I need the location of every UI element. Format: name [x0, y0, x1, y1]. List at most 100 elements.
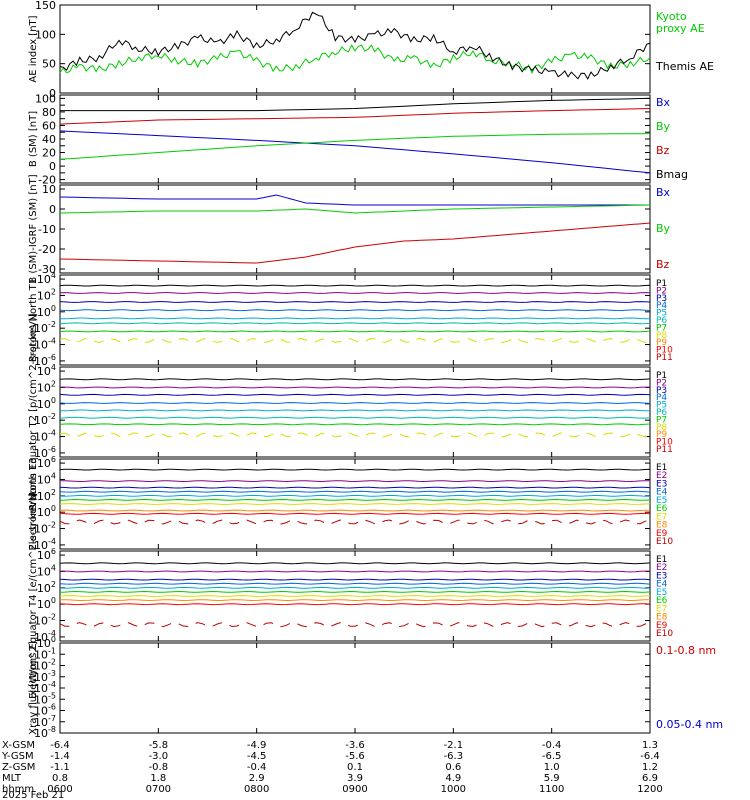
series-line-e1	[59, 562, 651, 565]
x-axis-value: -3.6	[345, 740, 365, 751]
legend-entry: By	[656, 120, 671, 133]
y-tick-label: 100	[37, 596, 56, 611]
series-line-p6	[59, 416, 651, 419]
x-axis-value: 2.9	[249, 773, 265, 784]
series-line-e10	[59, 622, 651, 628]
legend-entry: P2	[656, 378, 667, 388]
panel-frame	[59, 642, 651, 734]
x-axis-value: 0.8	[52, 773, 68, 784]
legend-entry: P5	[656, 309, 667, 319]
legend-entry: 0.1-0.8 nm	[656, 644, 716, 657]
legend-entry: P4	[656, 393, 667, 403]
x-axis-value: 1000	[441, 784, 466, 795]
legend-entry: E7	[656, 512, 667, 522]
panel-frame	[59, 4, 651, 94]
series-line-p2	[59, 292, 651, 294]
x-axis-value: -4.5	[247, 751, 267, 762]
legend-entry: P11	[656, 445, 673, 455]
series-line-e7	[59, 503, 651, 505]
legend-entry: P8	[656, 423, 667, 433]
x-axis-value: -6.4	[50, 740, 70, 751]
legend-entry: E6	[656, 504, 668, 514]
x-axis-value: -1.4	[50, 751, 70, 762]
series-line-p2	[60, 386, 650, 389]
panel-xray: 10010-110-210-310-410-510-610-710-8Xray …	[28, 635, 723, 740]
x-axis-value: -0.8	[149, 762, 169, 773]
x-axis-row-label: hhmm	[2, 784, 34, 795]
legend-entry: P1	[656, 279, 667, 289]
series-line-p4	[59, 402, 651, 404]
legend-entry: Bz	[656, 144, 670, 157]
series-line-p4	[59, 309, 651, 312]
legend-entry: P7	[656, 323, 667, 333]
y-tick-label: 10-4	[34, 337, 56, 352]
panel-frame	[59, 274, 651, 366]
y-tick-label: 102	[37, 488, 56, 503]
x-axis-row-label: MLT	[2, 773, 22, 784]
series-line-e5	[59, 586, 650, 589]
legend-entry: Kyoto	[656, 10, 687, 23]
legend-entry: E10	[656, 537, 673, 547]
legend-entry: Bmag	[656, 168, 688, 181]
legend-entry: P1	[656, 371, 667, 381]
y-tick-label: 10-6	[34, 353, 56, 368]
legend-entry: E9	[656, 621, 668, 631]
x-axis-value: -1.1	[50, 762, 70, 773]
y-tick-label: 10-6	[34, 703, 56, 718]
x-axis-value: 1.8	[150, 773, 166, 784]
y-tick-label: 10-2	[34, 521, 56, 536]
legend-entry: E8	[656, 521, 668, 531]
y-tick-label: 150	[35, 0, 56, 12]
y-tick-label: 20	[42, 147, 56, 160]
series-line-bmag	[60, 97, 651, 112]
y-tick-label: 102	[37, 580, 56, 595]
y-tick-label: 100	[37, 304, 56, 319]
series-line-p3	[59, 301, 651, 303]
y-tick-label: 100	[35, 92, 56, 105]
series-line-p1	[59, 284, 651, 287]
series-line-p1	[59, 378, 651, 381]
legend-entry: E5	[656, 588, 667, 598]
series-line-themis-ae	[59, 11, 651, 80]
y-tick-label: 10-2	[34, 320, 56, 335]
legend-entry: P3	[656, 294, 667, 304]
x-axis-value: -6.3	[444, 751, 464, 762]
x-axis-value: 0800	[244, 784, 269, 795]
series-line-by	[59, 204, 651, 214]
legend-entry: Bx	[656, 96, 671, 109]
legend-entry: P6	[656, 408, 667, 418]
legend-entry: E2	[656, 563, 667, 573]
y-tick-label: 104	[37, 363, 56, 378]
legend-entry: P6	[656, 316, 667, 326]
series-line-p5	[59, 409, 650, 412]
legend-entry: By	[656, 222, 671, 235]
legend-entry: E9	[656, 529, 668, 539]
y-tick-label: -20	[38, 243, 56, 256]
y-axis-label: Protons North T1	[28, 278, 39, 362]
series-line-e5	[59, 494, 650, 497]
series-line-e3	[59, 486, 651, 489]
x-axis-value: 0700	[146, 784, 171, 795]
legend-entry: E3	[656, 571, 667, 581]
series-line-e9	[59, 603, 651, 606]
legend-entry: P2	[656, 286, 667, 296]
series-line-e4	[59, 490, 651, 493]
x-axis-value: -5.6	[345, 751, 365, 762]
legend-entry: P5	[656, 401, 667, 411]
x-axis-value: -2.1	[444, 740, 464, 751]
x-axis-value: -4.9	[247, 740, 267, 751]
x-axis-value: -6.4	[640, 751, 660, 762]
legend-entry: P3	[656, 386, 667, 396]
y-tick-label: 0	[49, 203, 56, 216]
x-axis-value: 4.9	[445, 773, 461, 784]
series-line-e6	[59, 498, 651, 501]
legend-entry: E6	[656, 596, 668, 606]
x-axis-row-label: Z-GSM	[2, 762, 35, 773]
y-axis-label: B (SM) [nT]	[28, 111, 39, 167]
series-line-p6	[59, 322, 651, 325]
y-tick-label: 10-8	[34, 725, 56, 740]
